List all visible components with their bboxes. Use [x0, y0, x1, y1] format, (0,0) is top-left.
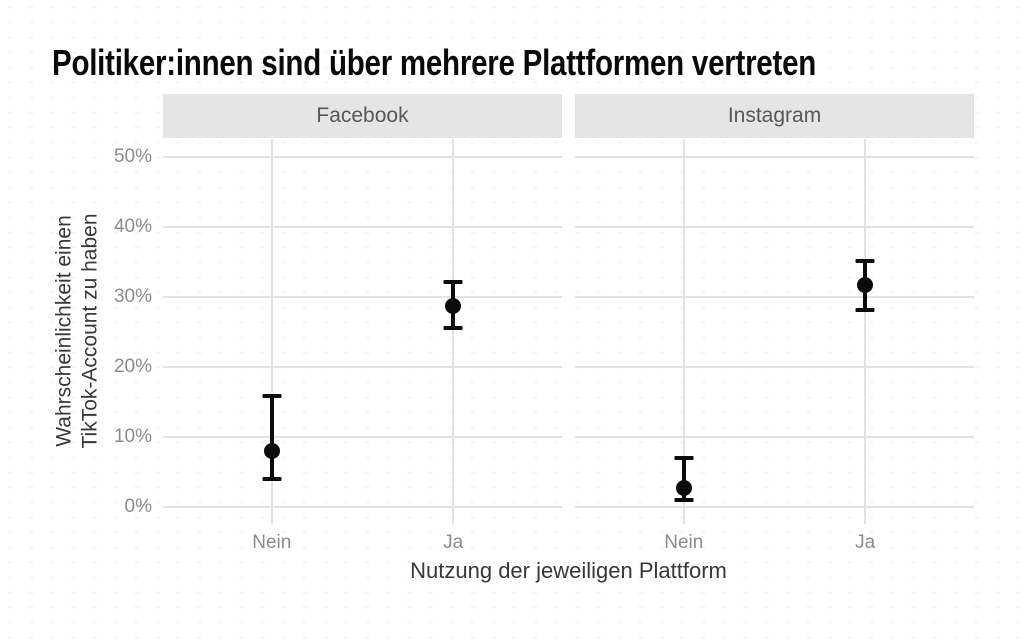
facet-panel-instagram: [575, 139, 974, 524]
ci-cap-top-facebook-nein: [262, 393, 282, 398]
gridline-y-20pct: [163, 365, 562, 368]
x-tick-facebook-nein: Nein: [252, 532, 292, 553]
facet-strip-facebook-label: Facebook: [316, 104, 409, 127]
gridline-y-10pct: [163, 435, 562, 438]
ci-cap-bottom-instagram-ja: [855, 307, 875, 312]
gridline-x-nein: [270, 139, 273, 524]
x-tick-facebook-ja: Ja: [443, 532, 464, 553]
facet-strip-facebook: Facebook: [163, 94, 562, 138]
point-estimate-instagram-nein: [675, 479, 692, 496]
y-tick-20%: 20%: [113, 355, 152, 377]
ci-cap-bottom-facebook-ja: [443, 326, 463, 330]
chart-title: Politiker:innen sind über mehrere Plattf…: [52, 42, 817, 83]
ci-range-instagram-nein: [681, 457, 686, 500]
gridline-y-40pct: [575, 225, 974, 228]
ci-cap-bottom-facebook-nein: [262, 477, 282, 482]
gridline-y-50pct: [575, 155, 974, 158]
ci-range-facebook-nein: [269, 395, 274, 480]
point-estimate-facebook-nein: [263, 443, 280, 460]
gridline-x-nein: [682, 139, 685, 524]
gridline-y-50pct: [163, 155, 562, 158]
y-tick-30%: 30%: [113, 285, 152, 307]
point-estimate-facebook-ja: [445, 298, 462, 315]
gridline-x-ja: [864, 139, 867, 524]
x-tick-instagram-nein: Nein: [664, 532, 704, 553]
gridline-y-0pct: [575, 505, 974, 508]
gridline-y-30pct: [163, 295, 562, 298]
gridline-y-10pct: [575, 435, 974, 438]
ci-cap-bottom-instagram-nein: [674, 497, 694, 502]
x-axis-title: Nutzung der jeweiligen Plattform: [410, 558, 727, 583]
y-tick-0%: 0%: [124, 495, 152, 517]
y-axis-tick-labels: 0% 10% 20% 30% 40% 50%: [0, 139, 152, 524]
facet-strip-instagram: Instagram: [575, 94, 974, 138]
x-tick-instagram-ja: Ja: [855, 532, 876, 553]
y-tick-50%: 50%: [113, 145, 152, 167]
gridline-y-0pct: [163, 505, 562, 508]
gridline-y-40pct: [163, 225, 562, 228]
gridline-y-20pct: [575, 365, 974, 368]
facet-panel-facebook: [163, 139, 562, 524]
gridline-y-30pct: [575, 295, 974, 298]
ci-cap-top-instagram-ja: [855, 258, 875, 263]
ci-cap-top-facebook-ja: [443, 279, 463, 284]
ci-cap-top-instagram-nein: [674, 455, 694, 460]
gridline-x-ja: [452, 139, 455, 524]
point-estimate-instagram-ja: [857, 277, 874, 294]
y-tick-40%: 40%: [113, 215, 152, 237]
y-tick-10%: 10%: [113, 425, 152, 447]
facet-strip-instagram-label: Instagram: [727, 104, 822, 127]
